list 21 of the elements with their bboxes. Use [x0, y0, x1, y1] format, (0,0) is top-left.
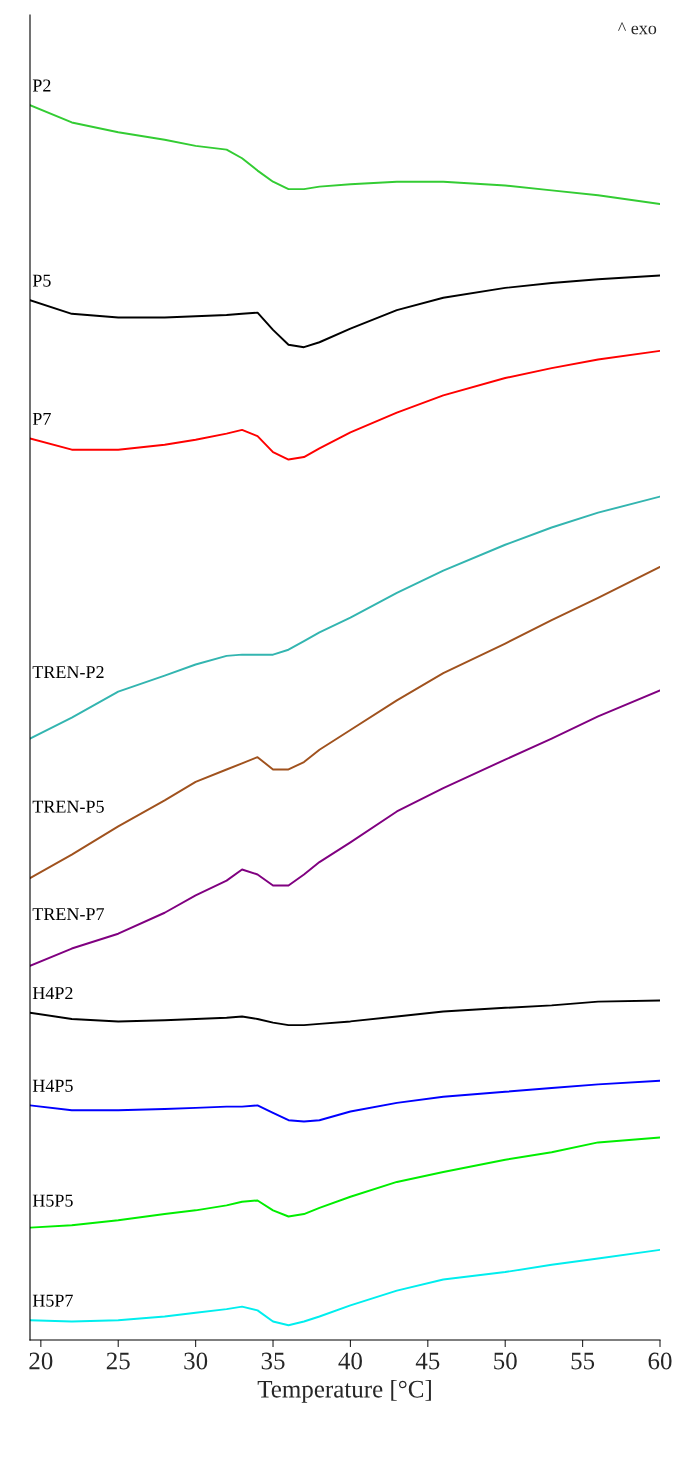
series-label: P7: [32, 413, 51, 425]
series-label: TREN-P7: [32, 908, 105, 921]
series-label: TREN-P2: [32, 666, 104, 678]
x-tick-label: 55: [571, 1352, 595, 1370]
x-tick-label: 60: [648, 1352, 672, 1370]
series-label: H4P2: [32, 987, 73, 1000]
text: ^ exo: [618, 22, 657, 35]
x-tick-label: 35: [261, 1352, 285, 1370]
x-tick-label: 30: [184, 1352, 208, 1370]
x-tick-label: 25: [106, 1352, 130, 1370]
series-label: H4P5: [32, 1079, 73, 1092]
series-label: H5P5: [32, 1194, 73, 1207]
x-tick-label: 40: [338, 1352, 362, 1370]
series-label: P2: [32, 79, 51, 92]
series-label: TREN-P5: [32, 800, 104, 813]
series-label: P5: [32, 274, 51, 287]
x-tick-label: 45: [415, 1352, 440, 1370]
x-tick-label: 50: [494, 1352, 517, 1370]
x-axis-title: Temperature [°C]: [257, 1380, 431, 1403]
series-label: H5P7: [32, 1294, 73, 1307]
x-tick-label: 20: [29, 1352, 53, 1370]
